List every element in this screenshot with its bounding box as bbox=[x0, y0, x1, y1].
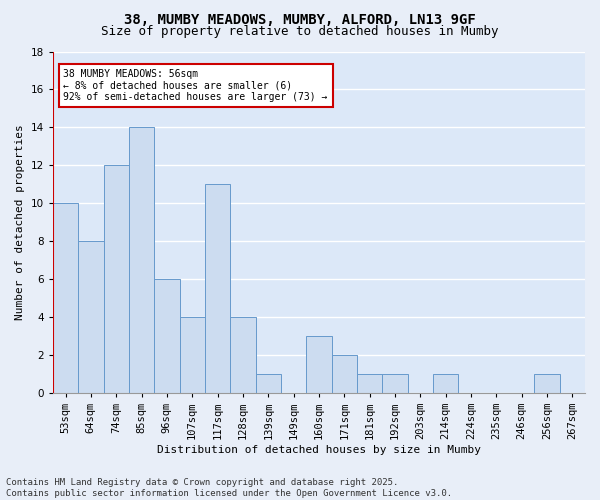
Bar bbox=[357, 374, 382, 393]
Text: 38, MUMBY MEADOWS, MUMBY, ALFORD, LN13 9GF: 38, MUMBY MEADOWS, MUMBY, ALFORD, LN13 9… bbox=[124, 12, 476, 26]
Bar bbox=[205, 184, 230, 393]
Bar bbox=[104, 166, 129, 393]
Bar bbox=[179, 317, 205, 393]
Bar bbox=[306, 336, 332, 393]
Y-axis label: Number of detached properties: Number of detached properties bbox=[15, 124, 25, 320]
Bar bbox=[382, 374, 407, 393]
Bar bbox=[78, 241, 104, 393]
Bar bbox=[256, 374, 281, 393]
Bar bbox=[535, 374, 560, 393]
Text: Size of property relative to detached houses in Mumby: Size of property relative to detached ho… bbox=[101, 25, 499, 38]
Bar bbox=[433, 374, 458, 393]
Text: Contains HM Land Registry data © Crown copyright and database right 2025.
Contai: Contains HM Land Registry data © Crown c… bbox=[6, 478, 452, 498]
X-axis label: Distribution of detached houses by size in Mumby: Distribution of detached houses by size … bbox=[157, 445, 481, 455]
Text: 38 MUMBY MEADOWS: 56sqm
← 8% of detached houses are smaller (6)
92% of semi-deta: 38 MUMBY MEADOWS: 56sqm ← 8% of detached… bbox=[64, 68, 328, 102]
Bar bbox=[332, 355, 357, 393]
Bar bbox=[129, 128, 154, 393]
Bar bbox=[53, 203, 78, 393]
Bar bbox=[154, 279, 179, 393]
Bar bbox=[230, 317, 256, 393]
